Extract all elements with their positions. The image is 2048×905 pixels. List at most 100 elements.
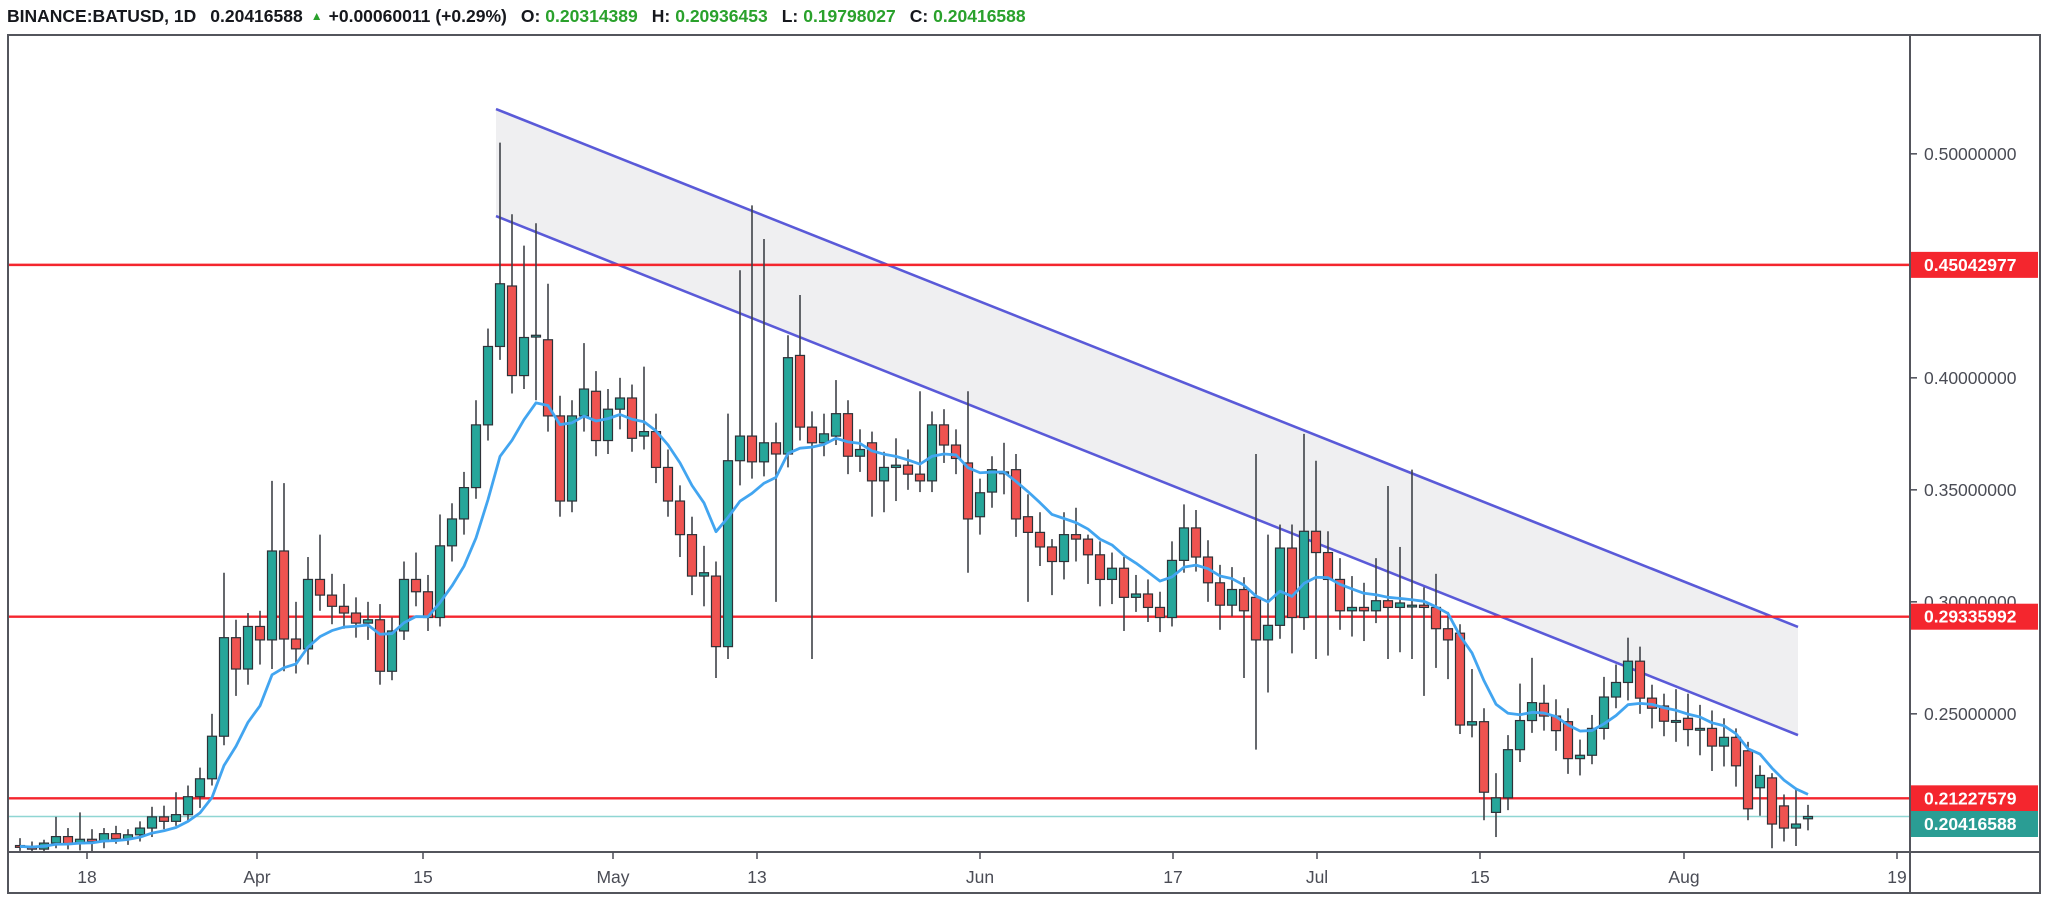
candle-down[interactable] <box>950 444 962 460</box>
candle-up[interactable] <box>1406 604 1418 608</box>
candle-up[interactable] <box>146 816 158 829</box>
candle-up[interactable] <box>470 424 482 489</box>
candle-down[interactable] <box>674 500 686 536</box>
candle-down[interactable] <box>1070 534 1082 540</box>
candle-down[interactable] <box>1118 567 1130 598</box>
candle-up[interactable] <box>1298 530 1310 619</box>
candle-up[interactable] <box>170 814 182 822</box>
candle-down[interactable] <box>350 612 362 624</box>
candle-down[interactable] <box>1142 593 1154 609</box>
candle-up[interactable] <box>1754 774 1766 789</box>
candle-up[interactable] <box>134 827 146 836</box>
channel-upper-line[interactable] <box>495 107 1799 629</box>
candle-up[interactable] <box>1106 567 1118 581</box>
candle-up[interactable] <box>722 460 734 648</box>
candle-down[interactable] <box>110 833 122 840</box>
candle-down[interactable] <box>686 534 698 577</box>
candle-up[interactable] <box>518 336 530 377</box>
candle-up[interactable] <box>1178 527 1190 561</box>
candle-up[interactable] <box>1166 559 1178 619</box>
symbol-legend[interactable]: BINANCE:BATUSD, 1D 0.20416588 ▲ +0.00060… <box>7 3 1026 29</box>
price-axis[interactable]: 0.500000000.400000000.350000000.30000000… <box>7 34 2048 894</box>
candle-down[interactable] <box>710 575 722 648</box>
candle-down[interactable] <box>1418 604 1430 609</box>
candle-down[interactable] <box>1658 705 1670 722</box>
candle-down[interactable] <box>1766 777 1778 825</box>
candle-up[interactable] <box>482 345 494 426</box>
plot-area[interactable] <box>8 107 1910 852</box>
candle-up[interactable] <box>1574 754 1586 760</box>
candle-down[interactable] <box>746 435 758 463</box>
candle-up[interactable] <box>614 397 626 410</box>
candle-down[interactable] <box>1250 596 1262 641</box>
candle-down[interactable] <box>1238 588 1250 612</box>
candle-up[interactable] <box>1262 624 1274 641</box>
candle-up[interactable] <box>890 464 902 469</box>
candle-up[interactable] <box>458 486 470 520</box>
candle-up[interactable] <box>218 637 230 737</box>
candle-up[interactable] <box>1718 736 1730 747</box>
candle-up[interactable] <box>302 578 314 650</box>
candle-up[interactable] <box>818 433 830 444</box>
candle-down[interactable] <box>794 354 806 428</box>
candle-down[interactable] <box>1454 632 1466 726</box>
candle-down[interactable] <box>158 816 170 822</box>
candle-down[interactable] <box>1214 582 1226 606</box>
candle-down[interactable] <box>1010 469 1022 520</box>
candle-down[interactable] <box>338 605 350 614</box>
candle-up[interactable] <box>1622 660 1634 684</box>
candle-up[interactable] <box>734 435 746 462</box>
candle-up[interactable] <box>1598 696 1610 729</box>
candle-up[interactable] <box>50 835 62 844</box>
candle-down[interactable] <box>842 413 854 457</box>
candles-layer[interactable] <box>14 142 1814 852</box>
candle-down[interactable] <box>1286 547 1298 619</box>
candle-up[interactable] <box>1466 721 1478 726</box>
candle-down[interactable] <box>1478 721 1490 793</box>
candle-up[interactable] <box>1790 823 1802 829</box>
candle-down[interactable] <box>278 550 290 640</box>
candle-up[interactable] <box>434 545 446 619</box>
candle-down[interactable] <box>1334 578 1346 612</box>
candle-up[interactable] <box>974 492 986 518</box>
candle-down[interactable] <box>1706 727 1718 747</box>
candle-down[interactable] <box>866 442 878 482</box>
candle-down[interactable] <box>326 594 338 607</box>
candle-down[interactable] <box>1442 628 1454 641</box>
candle-down[interactable] <box>1634 660 1646 699</box>
candle-down[interactable] <box>1046 546 1058 563</box>
candle-up[interactable] <box>1694 727 1706 731</box>
candle-up[interactable] <box>194 778 206 798</box>
candle-down[interactable] <box>1682 717 1694 731</box>
candle-up[interactable] <box>1610 681 1622 698</box>
candle-down[interactable] <box>1190 527 1202 558</box>
candle-down[interactable] <box>938 424 950 446</box>
candle-up[interactable] <box>1130 593 1142 598</box>
candle-up[interactable] <box>1502 749 1514 799</box>
candle-down[interactable] <box>1742 750 1754 810</box>
candle-down[interactable] <box>1022 516 1034 533</box>
candle-up[interactable] <box>1370 600 1382 612</box>
candle-up[interactable] <box>446 518 458 547</box>
candle-down[interactable] <box>1034 531 1046 548</box>
candle-down[interactable] <box>1154 606 1166 619</box>
symbol-title[interactable]: BINANCE:BATUSD, 1D <box>7 5 197 26</box>
candle-down[interactable] <box>1430 606 1442 630</box>
candle-down[interactable] <box>806 426 818 444</box>
candle-down[interactable] <box>1322 551 1334 581</box>
ma-line[interactable] <box>19 401 1809 849</box>
candle-down[interactable] <box>374 619 386 672</box>
candle-up[interactable] <box>1058 534 1070 563</box>
candle-down[interactable] <box>1562 721 1574 760</box>
candle-down[interactable] <box>1538 702 1550 717</box>
candle-up[interactable] <box>398 578 410 632</box>
candle-down[interactable] <box>290 638 302 650</box>
candle-up[interactable] <box>926 424 938 482</box>
candle-up[interactable] <box>1346 606 1358 612</box>
candle-down[interactable] <box>1358 606 1370 612</box>
candle-down[interactable] <box>230 637 242 670</box>
candle-up[interactable] <box>878 466 890 482</box>
candle-up[interactable] <box>638 430 650 437</box>
candle-up[interactable] <box>386 630 398 672</box>
candle-down[interactable] <box>542 339 554 417</box>
